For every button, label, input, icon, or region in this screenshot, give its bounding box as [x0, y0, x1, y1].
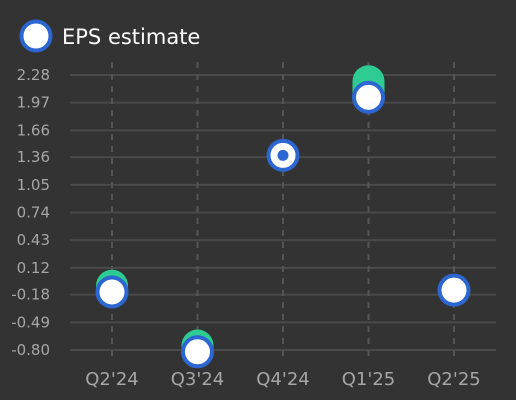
y-tick-label-7: 0.12 [17, 259, 50, 277]
y-axis-tick-labels: 2.28 1.97 1.66 1.36 1.05 0.74 0.43 0.12 -0.18 -0.… [11, 66, 50, 359]
estimate-point-1 [181, 335, 214, 369]
horizontal-gridlines [70, 74, 496, 351]
x-tick-label-0: Q2'24 [85, 369, 138, 390]
y-tick-label-8: -0.18 [11, 286, 50, 304]
y-tick-label-10: -0.80 [11, 341, 50, 359]
x-tick-label-4: Q2'25 [427, 369, 480, 390]
y-tick-label-6: 0.43 [17, 231, 50, 249]
legend: EPS estimate [19, 19, 200, 53]
y-tick-label-1: 1.97 [17, 94, 50, 112]
y-tick-label-9: -0.49 [11, 313, 50, 331]
y-tick-label-5: 0.74 [17, 204, 50, 222]
data-points [95, 65, 471, 369]
estimate-point-3 [352, 80, 385, 114]
y-tick-label-2: 1.66 [17, 121, 50, 139]
legend-marker [19, 19, 53, 53]
vertical-gridlines [111, 62, 455, 358]
actual-point-2 [277, 149, 289, 161]
y-tick-label-0: 2.28 [17, 66, 50, 84]
x-tick-label-1: Q3'24 [171, 369, 224, 390]
estimate-point-0 [95, 275, 129, 309]
x-axis-tick-labels: Q2'24 Q3'24 Q4'24 Q1'25 Q2'25 [85, 369, 480, 390]
y-tick-label-4: 1.05 [17, 176, 50, 194]
x-tick-label-2: Q4'24 [256, 369, 309, 390]
y-tick-label-3: 1.36 [17, 148, 50, 166]
legend-label-eps-estimate: EPS estimate [62, 25, 200, 49]
x-tick-label-3: Q1'25 [342, 369, 395, 390]
estimate-point-4 [437, 273, 471, 307]
